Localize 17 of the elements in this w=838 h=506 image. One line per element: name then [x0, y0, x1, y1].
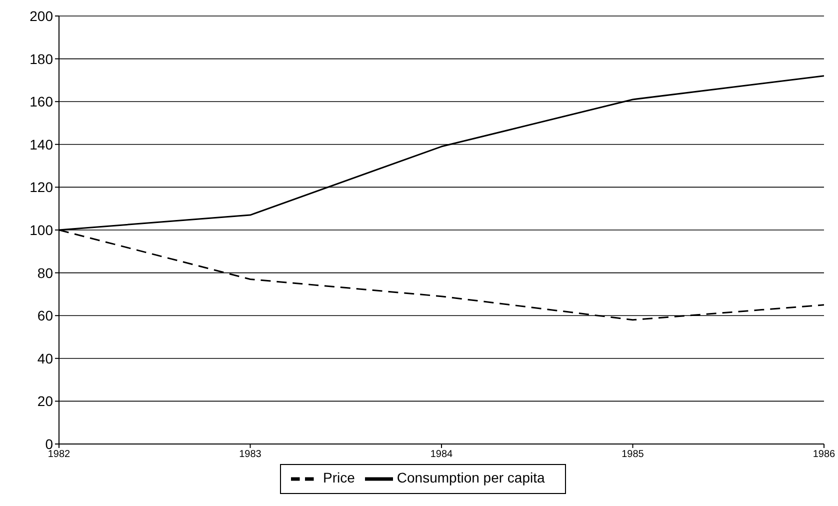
x-tick-label: 1983	[239, 449, 262, 460]
legend-label: Consumption per capita	[396, 470, 545, 486]
legend-label: Price	[323, 470, 355, 486]
y-tick-label: 20	[37, 393, 54, 410]
x-tick-label: 1986	[812, 449, 836, 460]
y-tick-label: 140	[30, 136, 54, 152]
x-tick-label: 1985	[622, 449, 644, 460]
x-tick-label: 1982	[48, 449, 71, 460]
y-tick-label: 80	[37, 264, 54, 281]
y-tick-label: 200	[30, 8, 54, 24]
y-tick-label: 120	[30, 179, 54, 196]
y-tick-label: 40	[37, 350, 54, 366]
y-tick-label: 160	[30, 94, 54, 110]
y-tick-label: 60	[37, 308, 54, 324]
x-tick-label: 1984	[430, 449, 454, 460]
y-tick-label: 180	[30, 50, 54, 67]
y-tick-label: 100	[30, 222, 54, 238]
